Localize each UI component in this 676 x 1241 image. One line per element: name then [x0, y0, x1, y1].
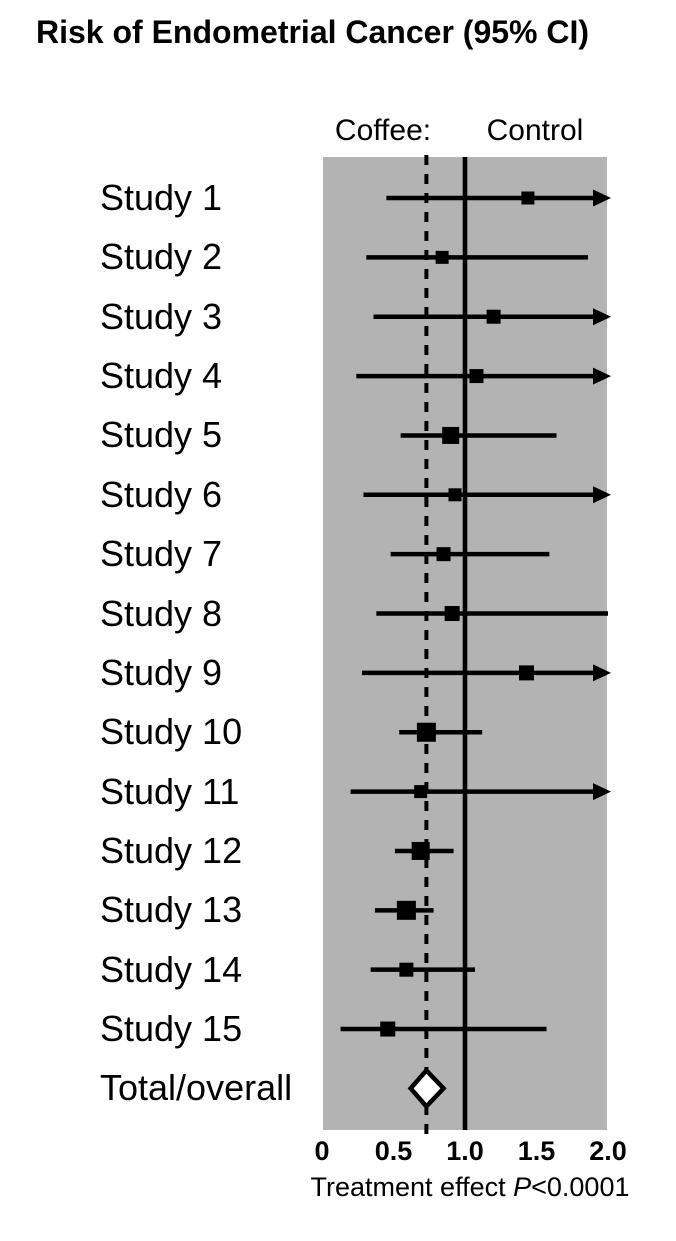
estimate-marker-study-4 — [469, 369, 484, 384]
row-label-study-2: Study 2 — [100, 236, 223, 278]
estimate-marker-study-13 — [396, 900, 416, 920]
x-tick-label-2.0: 2.0 — [589, 1136, 627, 1166]
estimate-marker-study-6 — [448, 488, 462, 502]
row-label-study-7: Study 7 — [100, 533, 223, 575]
estimate-marker-study-8 — [444, 606, 460, 622]
row-label-study-1: Study 1 — [100, 177, 223, 218]
ci-arrow-study-3 — [593, 308, 611, 326]
ci-arrow-study-1 — [593, 189, 611, 207]
ci-arrow-study-4 — [593, 367, 611, 385]
ci-arrow-study-6 — [593, 486, 611, 504]
row-label-study-8: Study 8 — [100, 592, 223, 634]
estimate-marker-study-3 — [486, 309, 501, 324]
row-label-total-overall: Total/overall — [100, 1067, 293, 1109]
estimate-marker-study-10 — [416, 722, 436, 742]
estimate-marker-study-11 — [414, 785, 428, 799]
estimate-marker-study-2 — [435, 250, 449, 264]
ci-arrow-study-11 — [593, 783, 611, 801]
row-label-study-14: Study 14 — [100, 948, 243, 990]
x-axis-caption: Treatment effect P<0.0001 — [311, 1172, 630, 1203]
caption-prefix: Treatment effect — [310, 1172, 514, 1202]
estimate-marker-study-15 — [380, 1021, 396, 1037]
x-tick-label-0.5: 0.5 — [374, 1136, 413, 1166]
row-label-study-10: Study 10 — [100, 711, 243, 753]
row-label-study-6: Study 6 — [100, 473, 223, 515]
row-label-study-12: Study 12 — [100, 829, 243, 871]
estimate-marker-study-1 — [521, 191, 535, 205]
chart-title: Risk of Endometrial Cancer (95% CI) — [36, 14, 590, 50]
estimate-marker-study-5 — [442, 426, 460, 444]
x-tick-label-1.5: 1.5 — [517, 1136, 556, 1166]
column-header-coffee: Coffee: — [334, 114, 432, 147]
overall-diamond — [407, 1067, 447, 1110]
row-label-study-3: Study 3 — [100, 295, 223, 337]
ci-arrow-study-9 — [593, 664, 611, 682]
column-header-control: Control — [486, 114, 584, 147]
estimate-marker-study-9 — [518, 665, 534, 681]
estimate-marker-study-14 — [399, 962, 414, 977]
x-tick-label-1.0: 1.0 — [446, 1136, 484, 1166]
row-label-study-13: Study 13 — [100, 889, 243, 931]
row-label-study-9: Study 9 — [100, 651, 223, 693]
caption-pvalue-value: <0.0001 — [531, 1172, 630, 1202]
estimate-marker-study-12 — [411, 841, 430, 860]
row-label-study-11: Study 11 — [100, 770, 240, 812]
row-label-study-5: Study 5 — [100, 414, 223, 456]
estimate-marker-study-7 — [436, 547, 451, 562]
row-label-study-15: Study 15 — [100, 1008, 243, 1050]
x-tick-label-0: 0 — [314, 1136, 330, 1166]
row-label-study-4: Study 4 — [100, 355, 223, 397]
caption-pvalue-symbol: P — [513, 1172, 532, 1202]
